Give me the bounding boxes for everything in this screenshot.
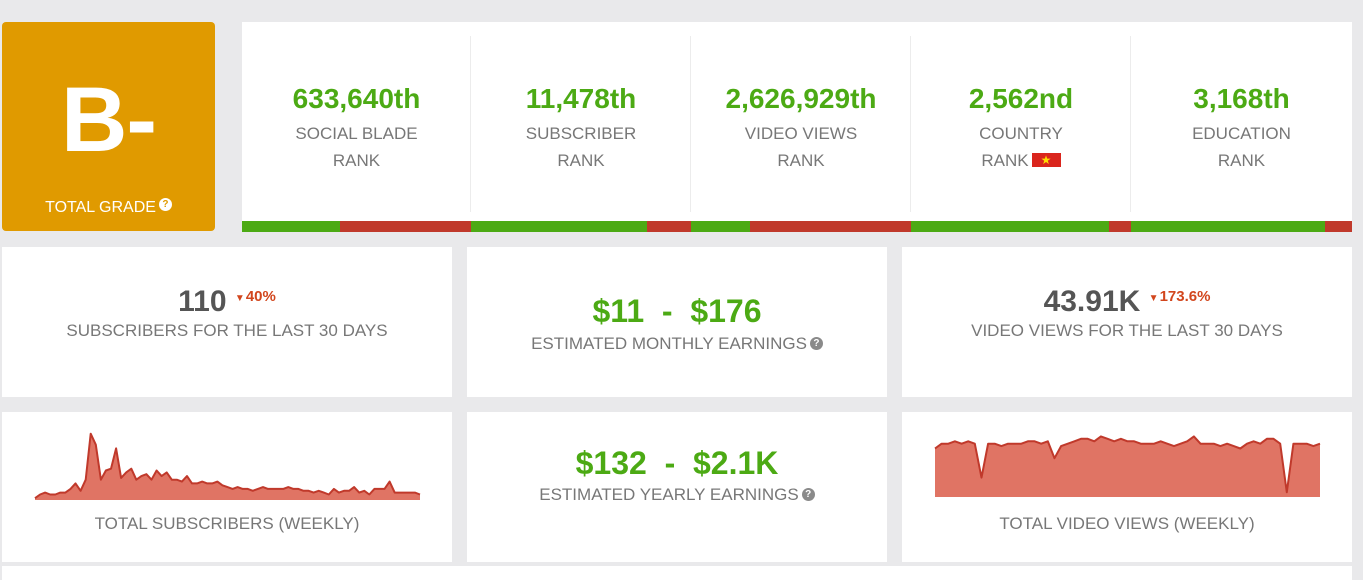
grade-label: TOTAL GRADE: [45, 199, 156, 216]
rank-progress-fill: [691, 221, 751, 232]
subscribers-30-days-label: SUBSCRIBERS FOR THE LAST 30 DAYS: [66, 321, 388, 340]
rank-progress-bar: [242, 221, 471, 232]
rank-label: EDUCATION: [1192, 124, 1291, 143]
column-divider: [690, 36, 691, 212]
rank-value: 11,478th: [525, 83, 637, 114]
question-circle-icon[interactable]: ?: [801, 488, 815, 501]
rank-progress-fill: [242, 221, 341, 232]
views-30-days-row: 43.91K ▼173.6%: [902, 285, 1352, 319]
grade-letter: B-: [60, 69, 157, 171]
rank-progress-bar: [471, 221, 691, 232]
rank-value: 633,640th: [292, 83, 421, 114]
grade-label-row: TOTAL GRADE?: [2, 198, 215, 217]
social-blade-rank: 633,640th SOCIAL BLADE RANK: [242, 22, 471, 232]
rank-value: 3,168th: [1193, 83, 1290, 114]
yearly-earnings-label-row: ESTIMATED YEARLY EARNINGS?: [467, 485, 887, 505]
column-divider: [1130, 36, 1131, 212]
rank-label-suffix: RANK: [777, 151, 825, 170]
next-section-card: [2, 566, 1352, 580]
subscribers-30-days-value: 110: [178, 285, 227, 318]
rank-card: 633,640th SOCIAL BLADE RANK 11,478th SUB…: [242, 22, 1352, 232]
triangle-down-icon: ▼: [234, 293, 245, 304]
subscribers-weekly-card: TOTAL SUBSCRIBERS (WEEKLY): [2, 412, 452, 562]
subscribers-30-days-card: 110 ▼40% SUBSCRIBERS FOR THE LAST 30 DAY…: [2, 247, 452, 397]
views-delta-value: 173.6%: [1159, 288, 1211, 305]
monthly-earnings-card: $11 - $176 ESTIMATED MONTHLY EARNINGS?: [467, 247, 887, 397]
rank-label-suffix: RANK: [557, 151, 605, 170]
rank-label-suffix-row: RANK ★: [911, 151, 1131, 171]
views-30-days-card: 43.91K ▼173.6% VIDEO VIEWS FOR THE LAST …: [902, 247, 1352, 397]
yearly-earnings-label: ESTIMATED YEARLY EARNINGS: [539, 485, 799, 504]
chart-area: [935, 436, 1320, 497]
subscribers-delta: ▼40%: [235, 288, 276, 305]
column-divider: [910, 36, 911, 212]
rank-label: SOCIAL BLADE: [295, 124, 418, 143]
chart-title: TOTAL SUBSCRIBERS (WEEKLY): [94, 514, 360, 533]
subscribers-30-days-row: 110 ▼40%: [2, 285, 452, 319]
triangle-down-icon: ▼: [1148, 293, 1159, 304]
rank-progress-fill: [911, 221, 1109, 232]
chart-line: [34, 432, 421, 500]
yearly-earnings-value: $132 - $2.1K: [575, 445, 779, 481]
rank-label-suffix: RANK: [332, 151, 381, 170]
rank-value: 2,562nd: [968, 83, 1074, 114]
rank-label: COUNTRY: [979, 124, 1063, 143]
monthly-earnings-label: ESTIMATED MONTHLY EARNINGS: [531, 334, 807, 353]
subscribers-weekly-chart: [34, 432, 421, 500]
subscribers-delta-value: 40%: [245, 288, 276, 305]
rank-progress-bar: [911, 221, 1131, 232]
views-weekly-card: TOTAL VIDEO VIEWS (WEEKLY): [902, 412, 1352, 562]
video-views-rank: 2,626,929th VIDEO VIEWS RANK: [691, 22, 911, 232]
chart-title: TOTAL VIDEO VIEWS (WEEKLY): [999, 514, 1255, 533]
rank-label: VIDEO VIEWS: [744, 124, 858, 143]
chart-line: [934, 435, 1321, 494]
question-circle-icon[interactable]: ?: [158, 198, 172, 211]
column-divider: [470, 36, 471, 212]
yearly-earnings-card: $132 - $2.1K ESTIMATED YEARLY EARNINGS?: [467, 412, 887, 562]
views-30-days-label: VIDEO VIEWS FOR THE LAST 30 DAYS: [971, 321, 1283, 340]
monthly-earnings-value: $11 - $176: [592, 293, 762, 329]
chart-area: [35, 433, 420, 500]
views-30-days-value: 43.91K: [1043, 285, 1141, 318]
subscriber-rank: 11,478th SUBSCRIBER RANK: [471, 22, 691, 232]
rank-progress-bar: [691, 221, 911, 232]
rank-label-suffix: RANK: [1217, 151, 1266, 170]
views-weekly-chart: [934, 435, 1321, 497]
total-grade-box: B- TOTAL GRADE?: [2, 22, 215, 231]
question-circle-icon[interactable]: ?: [809, 337, 823, 350]
rank-label: SUBSCRIBER: [525, 124, 637, 143]
rank-progress-fill: [1131, 221, 1326, 232]
rank-progress-fill: [471, 221, 647, 232]
country-rank: 2,562nd COUNTRY RANK ★: [911, 22, 1131, 232]
rank-label-suffix: RANK: [981, 151, 1029, 170]
vietnam-flag-icon: ★: [1031, 153, 1061, 167]
views-delta: ▼173.6%: [1149, 288, 1211, 305]
rank-value: 2,626,929th: [725, 83, 877, 114]
monthly-earnings-label-row: ESTIMATED MONTHLY EARNINGS?: [467, 334, 887, 354]
rank-progress-bar: [1131, 221, 1352, 232]
education-rank: 3,168th EDUCATION RANK: [1131, 22, 1352, 232]
